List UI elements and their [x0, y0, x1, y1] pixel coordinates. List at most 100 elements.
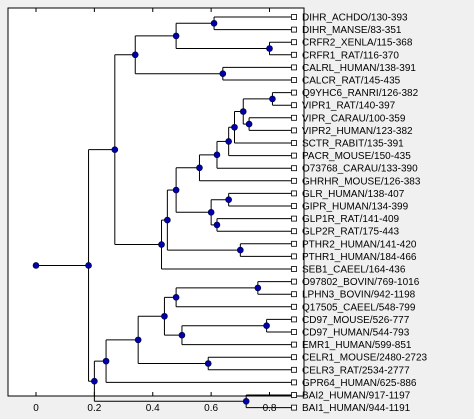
leaf-label: VIPR2_HUMAN/123-382 [302, 126, 413, 137]
x-tick-label: 0.4 [146, 403, 160, 414]
leaf-label: CD97_HUMAN/544-793 [302, 328, 410, 339]
node-marker-n6 [269, 95, 276, 103]
leaf-label: CELR1_MOUSE/2480-2723 [302, 353, 428, 364]
leaf-marker [291, 253, 297, 260]
leaf-label: EMR1_HUMAN/599-851 [302, 340, 412, 351]
node-marker-n14 [213, 221, 221, 229]
leaf-marker [291, 140, 297, 146]
leaf-marker [291, 89, 297, 96]
node-marker-n16 [172, 186, 180, 194]
leaf-marker [291, 114, 297, 121]
axes-background [7, 7, 305, 397]
leaf-marker [291, 404, 297, 411]
leaf-marker [291, 14, 297, 20]
leaf-marker [291, 329, 297, 335]
node-marker-n28 [102, 357, 110, 365]
leaf-markers [291, 14, 297, 411]
leaf-label: BAI2_HUMAN/917-1197 [302, 391, 411, 402]
leaf-marker [291, 379, 297, 386]
node-marker-n7 [245, 120, 253, 128]
node-marker-n18 [164, 216, 171, 224]
node-marker-n12 [196, 164, 203, 172]
node-marker-n5 [131, 51, 139, 59]
leaf-label: CELR3_RAT/2534-2777 [302, 365, 410, 376]
leaf-label: Q17505_CAEEL/548-799 [302, 302, 416, 313]
node-marker-n24 [178, 331, 186, 339]
leaf-label: Q9YHC6_RANRI/126-382 [302, 88, 419, 99]
leaf-marker [291, 177, 297, 184]
leaf-label: GHRHR_MOUSE/126-383 [302, 176, 421, 187]
leaf-label: LPHN3_BOVIN/942-1198 [302, 290, 416, 301]
leaf-marker [291, 64, 297, 71]
node-markers [32, 19, 276, 405]
node-marker-n1 [210, 19, 218, 27]
leaf-label: GLP2R_RAT/175-443 [302, 227, 400, 238]
leaf-label: CD97_MOUSE/526-777 [302, 315, 410, 326]
leaf-label: CRFR1_RAT/116-370 [302, 50, 399, 61]
node-marker-n4 [219, 70, 227, 77]
node-marker-n25 [161, 312, 168, 320]
node-marker-n11 [213, 151, 221, 159]
leaf-marker [291, 215, 297, 222]
leaf-label: PTHR2_HUMAN/141-420 [302, 239, 417, 250]
leaf-marker [291, 303, 297, 310]
node-marker-n17 [237, 246, 244, 254]
leaf-marker [291, 165, 297, 172]
leaf-label: O73768_CARAU/133-390 [302, 164, 418, 175]
leaf-marker [291, 51, 297, 58]
leaf-marker [291, 366, 297, 373]
node-marker-root [32, 262, 40, 269]
node-marker-n19 [158, 241, 165, 248]
leaf-marker [291, 316, 297, 323]
node-marker-n13 [225, 196, 232, 203]
leaf-label: VIPR_CARAU/100-359 [302, 113, 406, 124]
leaf-label: CALCR_RAT/145-435 [302, 76, 401, 87]
leaf-marker [291, 291, 297, 298]
leaf-marker [291, 266, 297, 272]
node-marker-n30 [91, 377, 98, 385]
node-marker-n20 [111, 146, 119, 153]
leaf-marker [291, 77, 297, 83]
leaf-label: GLP1R_RAT/141-409 [302, 214, 400, 225]
leaf-marker [291, 39, 297, 46]
leaf-marker [291, 127, 297, 134]
leaf-marker [291, 240, 297, 247]
leaf-label: O97802_BOVIN/769-1016 [302, 277, 420, 288]
leaf-label: PACR_MOUSE/150-435 [302, 151, 411, 162]
node-marker-n31 [85, 262, 92, 269]
node-marker-n23 [263, 322, 270, 330]
leaf-label: BAI1_HUMAN/944-1191 [302, 403, 411, 414]
leaf-label: PTHR1_HUMAN/184-466 [302, 252, 417, 263]
node-marker-n10 [225, 138, 232, 145]
leaf-marker [291, 341, 297, 348]
leaf-marker [291, 203, 297, 209]
leaf-label: GIPR_HUMAN/134-399 [302, 202, 409, 213]
leaf-label: DIHR_ACHDO/130-393 [302, 13, 408, 24]
leaf-label: CALRL_HUMAN/138-391 [302, 63, 416, 74]
leaf-marker [291, 354, 297, 361]
leaf-marker [291, 102, 297, 109]
leaf-label: GPR64_HUMAN/625-886 [302, 378, 417, 389]
leaf-marker [291, 392, 297, 398]
leaf-marker [291, 228, 297, 235]
leaf-label: GLR_HUMAN/138-407 [302, 189, 405, 200]
leaf-label: SEB1_CAEEL/164-436 [302, 265, 406, 276]
leaf-marker [291, 26, 297, 33]
x-tick-label: 0.8 [263, 403, 277, 414]
leaf-marker [291, 190, 297, 197]
leaf-label: DIHR_MANSE/83-351 [302, 25, 402, 36]
x-tick-label: 0.2 [87, 403, 101, 414]
node-marker-n29 [242, 397, 250, 405]
leaf-label: CRFR2_XENLA/115-368 [302, 38, 413, 49]
x-tick-label: 0.6 [204, 403, 218, 414]
node-marker-n15 [207, 209, 215, 216]
node-marker-n8 [239, 108, 247, 115]
node-marker-n27 [134, 336, 142, 344]
node-marker-n3 [172, 32, 180, 40]
leaf-label: SCTR_RABIT/135-391 [302, 139, 404, 150]
node-marker-n22 [172, 294, 180, 301]
node-marker-n2 [266, 45, 273, 52]
